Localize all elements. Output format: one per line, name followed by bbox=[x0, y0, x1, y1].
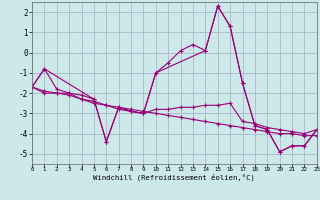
X-axis label: Windchill (Refroidissement éolien,°C): Windchill (Refroidissement éolien,°C) bbox=[93, 174, 255, 181]
